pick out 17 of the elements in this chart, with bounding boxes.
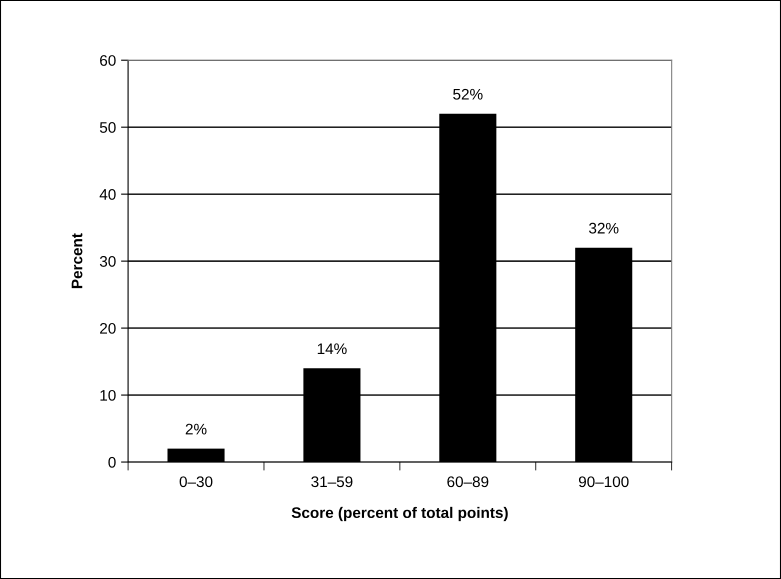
- y-tick-label: 50: [100, 122, 116, 133]
- x-tick-label: 31–59: [311, 476, 352, 488]
- data-label: 32%: [589, 222, 618, 234]
- x-tick-label: 60–89: [447, 476, 488, 488]
- y-tick-label: 10: [100, 390, 116, 401]
- x-tick-label: 90–100: [578, 476, 629, 488]
- y-tick-label: 0: [108, 456, 116, 468]
- data-label: 52%: [453, 88, 483, 100]
- data-label: 14%: [318, 343, 347, 354]
- y-tick-label: 20: [100, 322, 116, 334]
- y-tick-label: 30: [100, 256, 116, 267]
- x-axis-title: Score (percent of total points): [292, 506, 508, 522]
- y-tick-label: 60: [100, 55, 116, 66]
- y-tick-label: 40: [100, 189, 116, 200]
- x-tick-label: 0–30: [180, 476, 212, 488]
- y-axis-title: Percent: [72, 233, 82, 288]
- data-label: 2%: [186, 424, 207, 434]
